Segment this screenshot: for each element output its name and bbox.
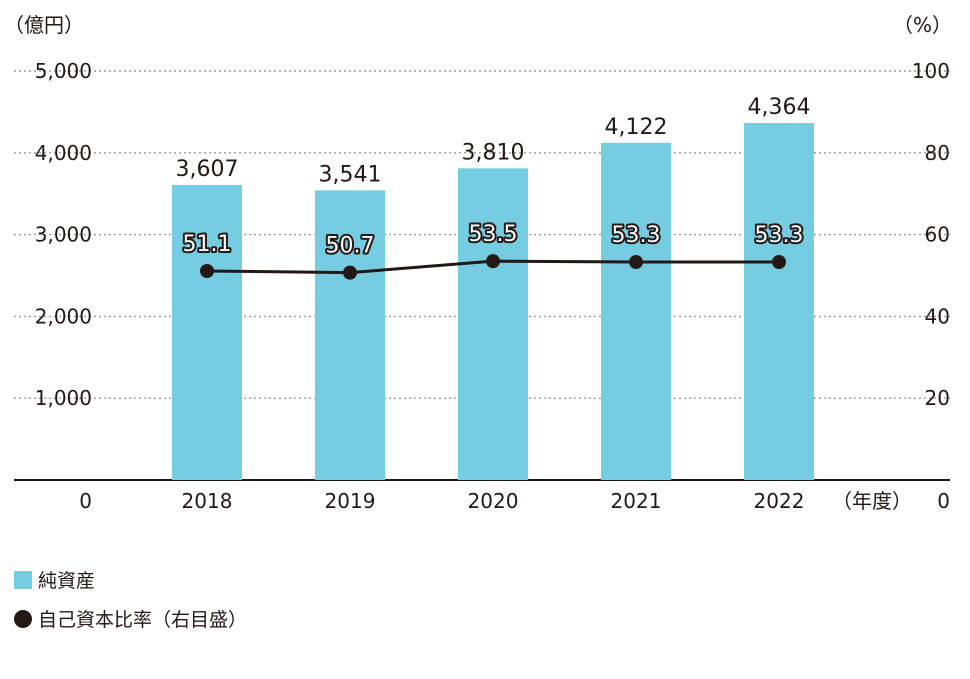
legend-item-net-assets: 純資産 [14,566,95,593]
bar [172,184,242,481]
y-tick-label: 2,000 [35,304,92,328]
y-tick-label: 1,000 [35,386,92,410]
x-axis-unit: （年度） [832,489,912,513]
line-value-label: 51.1 [183,232,232,257]
x-tick-label: 2021 [611,489,662,513]
y2-tick-label: 60 [925,223,950,247]
y-tick-label: 5,000 [35,59,92,83]
line-point [486,254,500,269]
legend-swatch-bar [14,570,32,589]
line-value-label: 53.3 [612,223,661,248]
y2-tick-label: 20 [925,386,950,410]
y2-tick-label: 0 [937,489,950,513]
bar [315,190,385,481]
bar [601,142,671,480]
bar-value-label: 4,364 [748,95,811,120]
bar-value-label: 4,122 [605,115,668,140]
line-point [772,255,786,270]
bar [744,123,814,480]
right-axis-unit: （%） [893,13,952,37]
y-tick-label: 0 [79,489,92,513]
line-value-label: 53.3 [755,223,804,248]
line-value-label: 50.7 [326,234,375,259]
bar-value-label: 3,541 [319,162,382,187]
y-tick-label: 3,000 [35,223,92,247]
x-tick-label: 2018 [182,489,233,513]
line-value-label: 53.5 [469,222,518,247]
legend-swatch-dot [14,609,32,628]
x-tick-label: 2019 [325,489,376,513]
line-point [200,264,214,279]
legend-label-equity-ratio: 自己資本比率（右目盛） [38,609,248,631]
legend-item-equity-ratio: 自己資本比率（右目盛） [14,605,247,632]
left-axis-unit: （億円） [4,13,84,37]
y2-tick-label: 80 [925,141,950,165]
x-tick-label: 2022 [754,489,805,513]
y-tick-label: 4,000 [35,141,92,165]
line-point [629,255,643,270]
legend-label-net-assets: 純資産 [38,570,96,592]
y2-tick-label: 100 [912,59,950,83]
line-point [343,265,357,280]
x-tick-label: 2020 [468,489,519,513]
y2-tick-label: 40 [925,304,950,328]
bar-value-label: 3,607 [176,157,239,182]
bar [458,168,528,481]
bar-value-label: 3,810 [462,140,525,165]
